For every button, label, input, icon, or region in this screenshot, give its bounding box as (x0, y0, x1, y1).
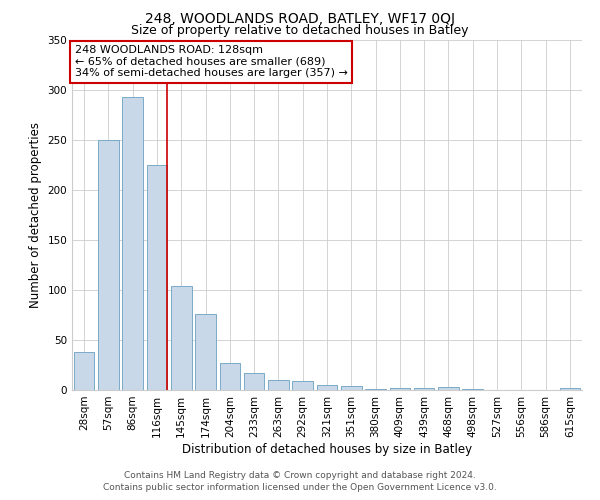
Text: 248 WOODLANDS ROAD: 128sqm
← 65% of detached houses are smaller (689)
34% of sem: 248 WOODLANDS ROAD: 128sqm ← 65% of deta… (74, 46, 347, 78)
Text: Size of property relative to detached houses in Batley: Size of property relative to detached ho… (131, 24, 469, 37)
Bar (389, 388, 410, 390)
Bar (98, 140, 119, 390)
Bar (171, 286, 191, 390)
Bar (146, 165, 167, 390)
Bar (268, 380, 289, 390)
Bar (195, 314, 216, 390)
Bar (122, 97, 143, 390)
Bar (74, 352, 94, 390)
Text: Contains HM Land Registry data © Crown copyright and database right 2024.
Contai: Contains HM Land Registry data © Crown c… (103, 471, 497, 492)
Bar (341, 386, 362, 390)
Bar (292, 381, 313, 390)
Bar (317, 385, 337, 390)
Bar (244, 373, 265, 390)
X-axis label: Distribution of detached houses by size in Batley: Distribution of detached houses by size … (182, 442, 472, 456)
Bar (463, 389, 483, 390)
Bar (220, 363, 240, 390)
Y-axis label: Number of detached properties: Number of detached properties (29, 122, 42, 308)
Text: 248, WOODLANDS ROAD, BATLEY, WF17 0QJ: 248, WOODLANDS ROAD, BATLEY, WF17 0QJ (145, 12, 455, 26)
Bar (414, 388, 434, 390)
Bar (560, 388, 580, 390)
Bar (438, 387, 459, 390)
Bar (365, 389, 386, 390)
